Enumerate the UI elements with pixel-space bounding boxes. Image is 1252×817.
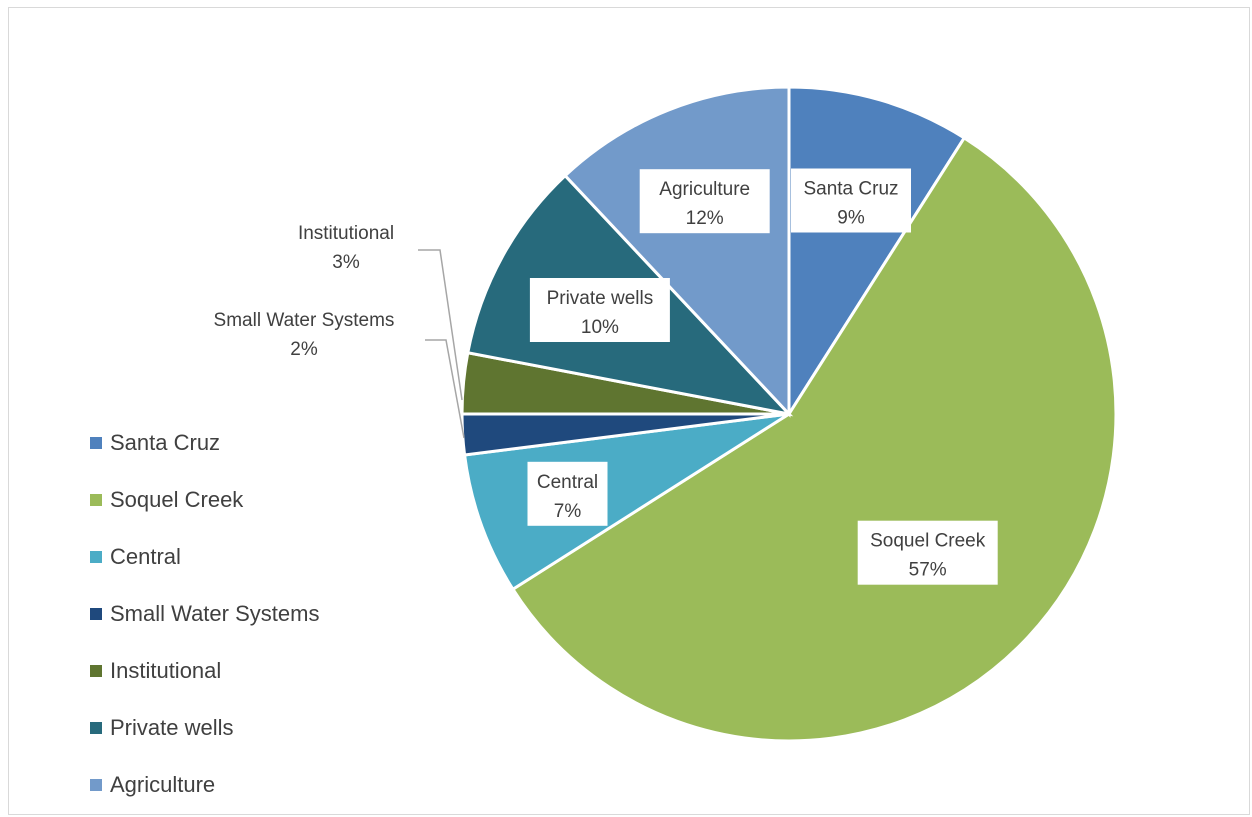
legend-label: Small Water Systems: [110, 600, 320, 626]
data-label-soquel-creek: Soquel Creek 57%: [857, 520, 998, 585]
legend-swatch: [90, 550, 102, 563]
data-label-value: 3%: [332, 252, 360, 273]
data-label-santa-cruz: Santa Cruz 9%: [791, 168, 911, 233]
data-label-box: [791, 168, 911, 233]
data-label-value: 10%: [581, 317, 619, 338]
data-label-name: Agriculture: [659, 179, 750, 200]
legend-swatch: [90, 778, 102, 791]
legend-swatch: [90, 436, 102, 449]
data-label-central: Central 7%: [527, 461, 608, 526]
legend-label: Agriculture: [110, 771, 216, 797]
legend-item-institutional: Institutional: [90, 642, 319, 699]
leader-line-institutional: [418, 249, 463, 401]
legend: Santa Cruz Soquel Creek Central Small Wa…: [90, 414, 319, 813]
legend-label: Central: [110, 543, 181, 569]
pie-slice-soquel-creek: [510, 135, 1118, 743]
data-label-name: Small Water Systems: [214, 310, 395, 331]
legend-label: Soquel Creek: [110, 486, 244, 512]
data-label-box: [857, 520, 998, 585]
data-label-box: [529, 278, 670, 342]
legend-item-soquel-creek: Soquel Creek: [90, 471, 319, 528]
data-label-name: Private wells: [547, 288, 654, 309]
data-label-private-wells: Private wells 10%: [529, 278, 670, 342]
pie-slice-agriculture: [563, 85, 791, 418]
data-label-value: 2%: [290, 339, 318, 360]
legend-item-agriculture: Agriculture: [90, 756, 319, 813]
pie-slice-central: [462, 412, 790, 592]
leader-line-small-water-systems: [425, 339, 465, 439]
data-label-value: 9%: [837, 208, 865, 229]
data-label-value: 7%: [554, 501, 582, 522]
legend-label: Santa Cruz: [110, 429, 221, 455]
data-label-value: 12%: [686, 208, 724, 229]
data-label-small-water-systems: Small Water Systems 2%: [214, 310, 395, 360]
legend-swatch: [90, 607, 102, 620]
legend-item-santa-cruz: Santa Cruz: [90, 414, 319, 471]
legend-item-small-water-systems: Small Water Systems: [90, 585, 319, 642]
data-label-name: Soquel Creek: [870, 531, 986, 552]
legend-item-central: Central: [90, 528, 319, 585]
data-label-institutional: Institutional 3%: [298, 223, 394, 273]
legend-swatch: [90, 721, 102, 734]
legend-swatch: [90, 493, 102, 506]
legend-item-private-wells: Private wells: [90, 699, 319, 756]
legend-label: Private wells: [110, 714, 234, 740]
data-label-agriculture: Agriculture 12%: [639, 169, 770, 234]
data-label-box: [639, 169, 770, 234]
data-label-name: Institutional: [298, 223, 394, 244]
legend-label: Institutional: [110, 657, 222, 683]
data-label-box: [527, 461, 608, 526]
data-label-name: Central: [537, 472, 598, 493]
data-label-value: 57%: [909, 560, 947, 581]
data-label-name: Santa Cruz: [803, 179, 898, 200]
legend-swatch: [90, 664, 102, 677]
